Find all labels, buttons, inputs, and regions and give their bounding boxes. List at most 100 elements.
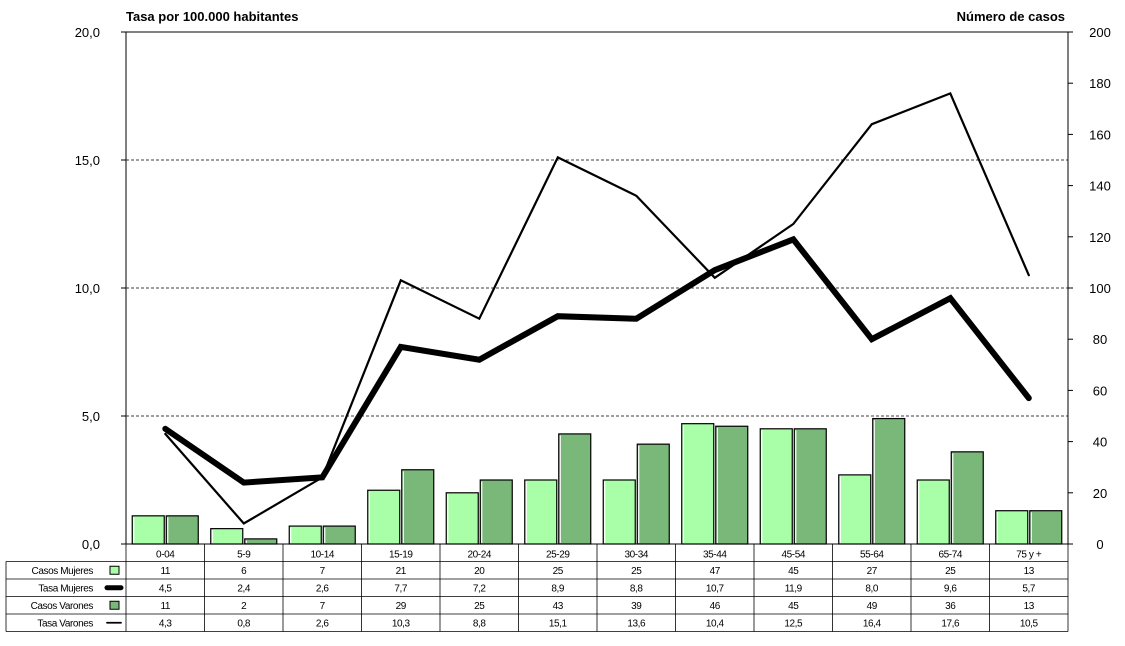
bar-casos-varones	[244, 538, 278, 545]
data-label: 6	[241, 566, 247, 577]
category-label: 65-74	[938, 550, 962, 561]
bar-casos-mujeres	[602, 479, 636, 545]
data-label: 11	[160, 601, 170, 612]
category-label: 45-54	[781, 550, 805, 561]
bar-casos-mujeres	[445, 492, 479, 545]
right-tick-label: 120	[1089, 230, 1111, 245]
category-label: 10-14	[310, 550, 334, 561]
data-label: 25	[631, 566, 642, 577]
data-label: 29	[396, 601, 407, 612]
left-tick-label: 10,0	[75, 281, 100, 296]
data-label: 7	[320, 601, 326, 612]
legend-label: Casos Varones	[31, 601, 94, 612]
right-tick-label: 40	[1093, 435, 1107, 450]
bar-casos-varones	[401, 469, 435, 545]
data-label: 10,3	[392, 618, 411, 629]
bar-casos-mujeres	[916, 479, 950, 545]
right-tick-label: 60	[1093, 383, 1107, 398]
right-tick-label: 80	[1093, 332, 1107, 347]
bar-casos-varones	[558, 433, 592, 545]
legend-swatch	[109, 565, 120, 575]
data-label: 25	[945, 566, 956, 577]
data-label: 10,5	[1020, 618, 1039, 629]
data-label: 25	[474, 601, 485, 612]
category-label: 55-64	[860, 550, 884, 561]
category-label: 5-9	[237, 550, 251, 561]
bar-casos-mujeres	[131, 515, 165, 545]
category-label: 35-44	[703, 550, 727, 561]
category-label: 20-24	[467, 550, 491, 561]
data-label: 25	[553, 566, 564, 577]
bar-casos-mujeres	[995, 510, 1029, 545]
bar-casos-varones	[165, 515, 199, 545]
data-label: 10,4	[706, 618, 725, 629]
line-tasa-varones	[164, 91, 1030, 525]
legend-label: Tasa Mujeres	[38, 583, 93, 594]
data-label: 11	[160, 566, 170, 577]
data-label: 4,5	[159, 583, 173, 594]
data-label: 16,4	[863, 618, 882, 629]
bar-casos-mujeres	[681, 423, 715, 545]
data-label: 2,4	[237, 583, 251, 594]
right-tick-label: 20	[1093, 486, 1107, 501]
data-label: 39	[631, 601, 642, 612]
legend-swatch	[109, 600, 120, 610]
data-label: 46	[710, 601, 721, 612]
data-label: 17,6	[941, 618, 960, 629]
data-label: 43	[553, 601, 564, 612]
right-tick-label: 0	[1096, 537, 1103, 552]
data-label: 8,0	[865, 583, 879, 594]
legend-label: Tasa Varones	[37, 618, 93, 629]
bar-casos-mujeres	[210, 528, 244, 545]
bar-casos-mujeres	[524, 479, 558, 545]
data-label: 45	[788, 566, 799, 577]
bar-casos-mujeres	[838, 474, 872, 545]
data-label: 15,1	[549, 618, 568, 629]
data-label: 5,7	[1022, 583, 1036, 594]
data-label: 2	[241, 601, 247, 612]
axes: 0,0 5,0 10,0 15,0 20,0 0 20 40 60 80 100 120 140 160 1…	[75, 25, 1111, 552]
data-label: 2,6	[316, 618, 330, 629]
category-label: 15-19	[389, 550, 413, 561]
legend-label: Casos Mujeres	[32, 566, 94, 577]
lines	[162, 91, 1032, 525]
data-label: 10,7	[706, 583, 725, 594]
line-tasa-mujeres	[162, 235, 1032, 486]
data-label: 12,5	[784, 618, 803, 629]
data-label: 8,8	[630, 583, 644, 594]
data-label: 8,9	[551, 583, 565, 594]
data-label: 8,8	[473, 618, 487, 629]
bar-casos-mujeres	[288, 525, 322, 545]
category-label: 0-04	[156, 550, 175, 561]
right-tick-label: 180	[1089, 76, 1111, 91]
data-label: 13	[1024, 566, 1035, 577]
bar-casos-mujeres	[759, 428, 793, 545]
data-label: 13	[1024, 601, 1035, 612]
left-tick-label: 15,0	[75, 153, 100, 168]
bars	[131, 417, 1063, 545]
data-table: 0-04 5-9 10-14 15-19 20-24 25-29 30-34 35-44 45-…	[5, 544, 1069, 632]
data-label: 20	[474, 566, 485, 577]
left-axis-title: Tasa por 100.000 habitantes	[126, 9, 298, 24]
bar-casos-varones	[793, 428, 827, 545]
bar-casos-varones	[322, 525, 356, 545]
data-label: 49	[867, 601, 878, 612]
data-label: 7,2	[473, 583, 487, 594]
data-label: 36	[945, 601, 956, 612]
category-label: 25-29	[546, 550, 570, 561]
category-label: 30-34	[624, 550, 648, 561]
data-label: 11,9	[785, 583, 803, 594]
data-label: 4,3	[159, 618, 173, 629]
gridlines	[126, 159, 1068, 417]
left-tick-label: 20,0	[75, 25, 100, 40]
right-tick-label: 200	[1089, 25, 1111, 40]
bar-casos-varones	[636, 443, 670, 545]
right-tick-label: 100	[1089, 281, 1111, 296]
bar-casos-varones	[950, 451, 984, 545]
bar-casos-mujeres	[367, 489, 401, 545]
bar-casos-varones	[1029, 510, 1063, 545]
data-label: 21	[396, 566, 407, 577]
category-label: 75 y +	[1016, 550, 1042, 561]
data-label: 0,8	[237, 618, 251, 629]
